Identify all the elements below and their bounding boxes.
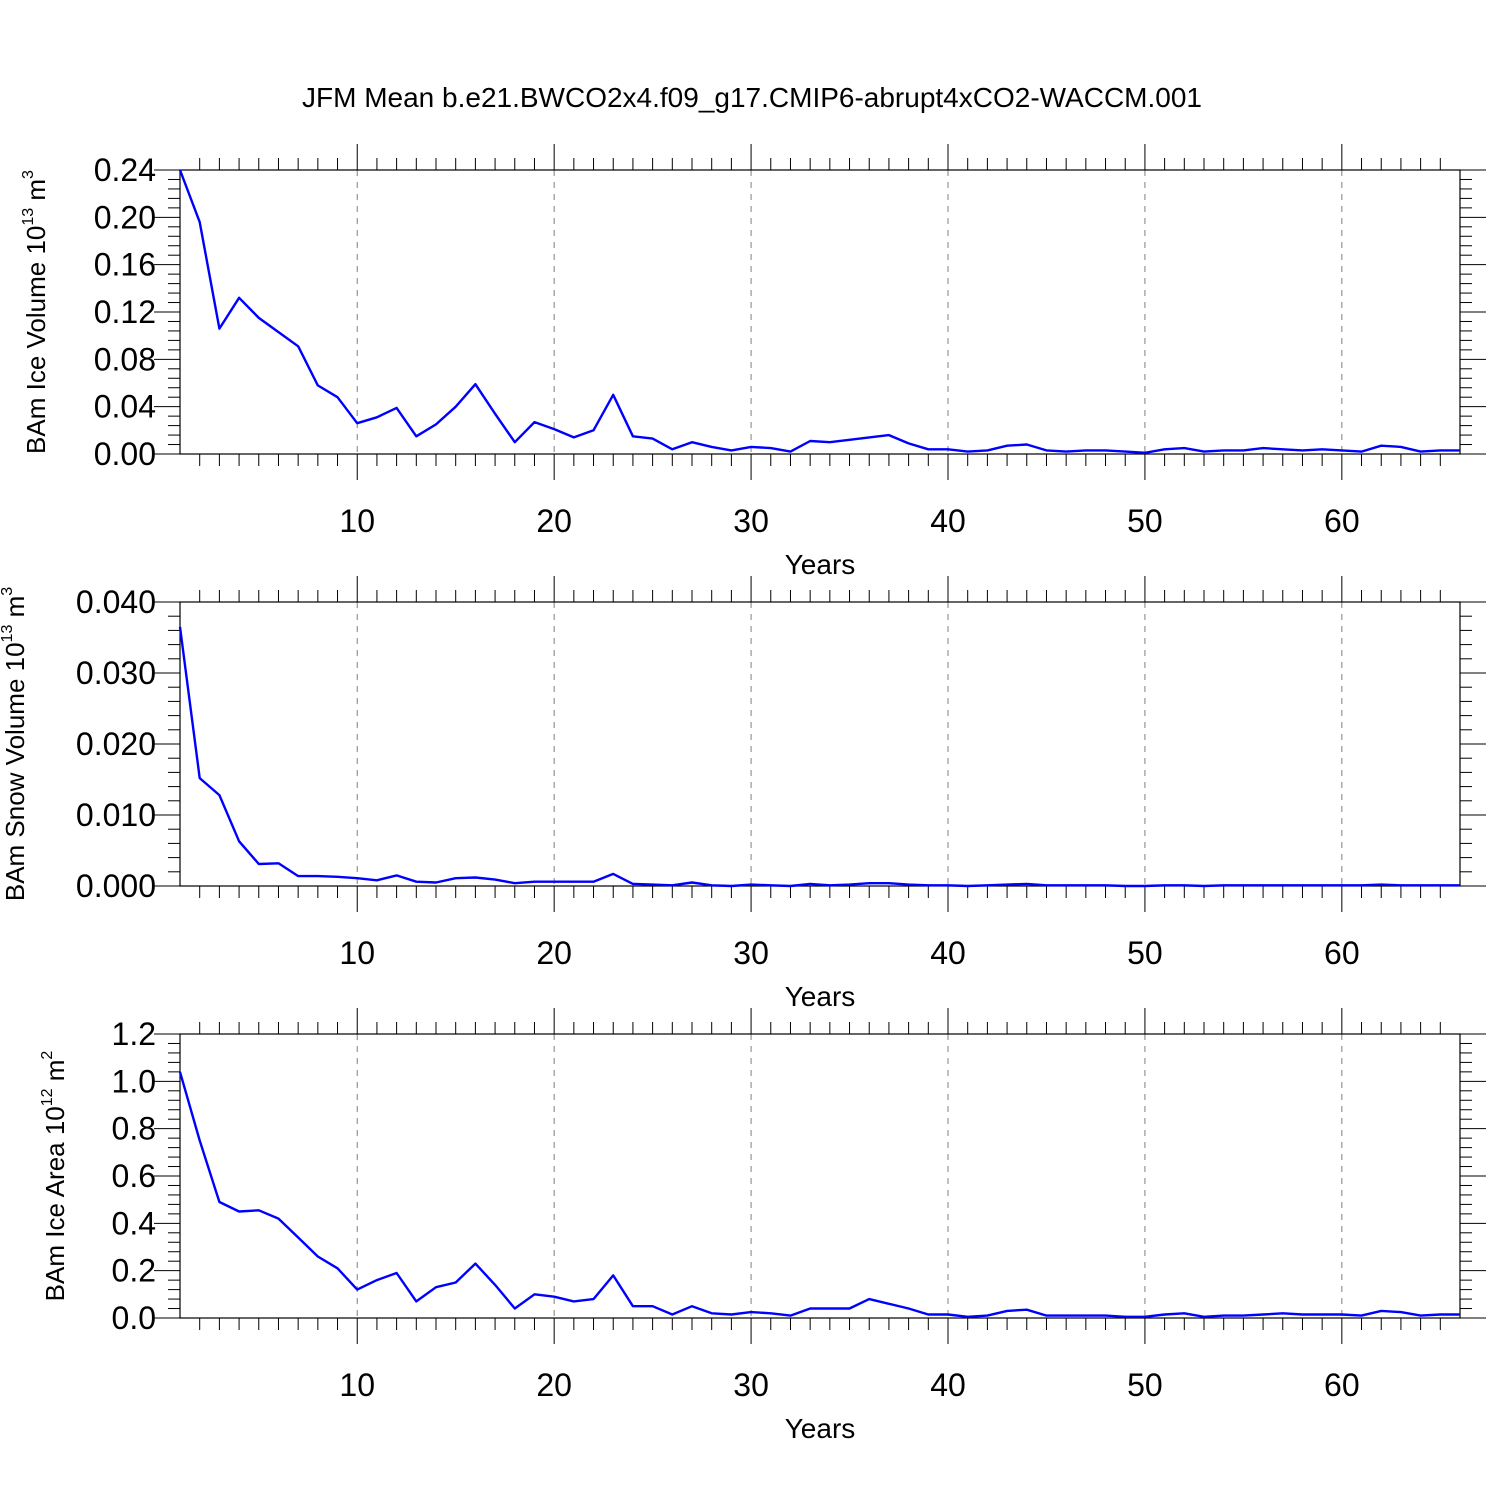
y-tick-label: 0.04 <box>94 389 156 425</box>
y-axis-title-main: BAm Ice Area 10 <box>40 1106 70 1301</box>
series-line-1 <box>178 1071 1460 1319</box>
x-tick-label: 60 <box>1324 1367 1360 1403</box>
x-tick-label: 50 <box>1127 1367 1163 1403</box>
y-tick-label: 0.030 <box>76 655 156 691</box>
y-axis-title-unit-exponent: 2 <box>39 1051 56 1060</box>
x-tick-label: 30 <box>733 503 769 539</box>
y-axis-title-exponent: 12 <box>39 1088 56 1106</box>
x-tick-label: 50 <box>1127 503 1163 539</box>
x-tick-label: 40 <box>930 1367 966 1403</box>
plot-frame <box>179 169 1461 455</box>
x-tick-label: 10 <box>339 935 375 971</box>
series-line-1 <box>178 626 1460 888</box>
x-tick-label: 30 <box>733 935 769 971</box>
y-tick-label: 0.8 <box>112 1111 156 1147</box>
x-axis-title: Years <box>785 981 856 1012</box>
y-tick-label: 0.020 <box>76 726 156 762</box>
y-axis-title-exponent: 13 <box>20 208 37 226</box>
plot-frame <box>179 601 1461 887</box>
y-tick-label: 0.00 <box>94 436 156 472</box>
y-tick-label: 0.2 <box>112 1253 156 1289</box>
x-tick-label: 60 <box>1324 935 1360 971</box>
y-tick-label: 0.16 <box>94 247 156 283</box>
y-axis-title-unit: m <box>40 1060 70 1089</box>
x-tick-label: 20 <box>536 1367 572 1403</box>
y-tick-label: 0.08 <box>94 341 156 377</box>
y-axis-title-main: BAm Snow Volume 10 <box>0 642 30 901</box>
y-tick-label: 0.0 <box>112 1300 156 1336</box>
x-tick-label: 20 <box>536 503 572 539</box>
chart-panel-1: 10 20 30 40 50 60 0.00 0.04 0.08 0.12 0.16 0.20 0.24… <box>20 144 1486 580</box>
y-tick-label: 0.6 <box>112 1158 156 1194</box>
x-tick-label: 60 <box>1324 503 1360 539</box>
y-axis-title-unit-exponent: 3 <box>20 170 37 179</box>
y-tick-label: 0.010 <box>76 797 156 833</box>
y-tick-label: 0.040 <box>76 584 156 620</box>
x-tick-label: 10 <box>339 1367 375 1403</box>
x-axis-title: Years <box>785 1413 856 1444</box>
x-tick-label: 30 <box>733 1367 769 1403</box>
y-axis-title-unit-exponent: 3 <box>0 587 16 596</box>
y-axis-title: BAm Ice Volume 1013 m3 <box>20 170 51 454</box>
chart-panel-3: 10 20 30 40 50 60 0.0 0.2 0.4 0.6 0.8 1.0 1.2 Years BA… <box>39 1008 1486 1444</box>
y-axis-title-exponent: 13 <box>0 625 16 643</box>
y-tick-label: 0.000 <box>76 868 156 904</box>
x-tick-label: 20 <box>536 935 572 971</box>
chart-panel-2: 10 20 30 40 50 60 0.000 0.010 0.020 0.030 0.040 Yea… <box>0 576 1486 1012</box>
plot-frame <box>179 1033 1461 1319</box>
y-tick-label: 0.24 <box>94 152 156 188</box>
y-axis-title-unit: m <box>21 179 51 208</box>
y-tick-label: 0.4 <box>112 1205 156 1241</box>
series-line-1 <box>178 169 1460 454</box>
y-axis-title: BAm Ice Area 1012 m2 <box>39 1051 70 1302</box>
x-tick-label: 50 <box>1127 935 1163 971</box>
x-tick-label: 40 <box>930 503 966 539</box>
y-axis-title: BAm Snow Volume 1013 m3 <box>0 587 30 901</box>
y-axis-title-main: BAm Ice Volume 10 <box>21 226 51 454</box>
x-tick-label: 40 <box>930 935 966 971</box>
y-tick-label: 0.20 <box>94 199 156 235</box>
chart-title: JFM Mean b.e21.BWCO2x4.f09_g17.CMIP6-abr… <box>302 82 1202 113</box>
y-tick-label: 0.12 <box>94 294 156 330</box>
y-tick-label: 1.2 <box>112 1016 156 1052</box>
x-tick-label: 10 <box>339 503 375 539</box>
y-tick-label: 1.0 <box>112 1063 156 1099</box>
y-axis-title-unit: m <box>0 596 30 625</box>
x-axis-title: Years <box>785 549 856 580</box>
